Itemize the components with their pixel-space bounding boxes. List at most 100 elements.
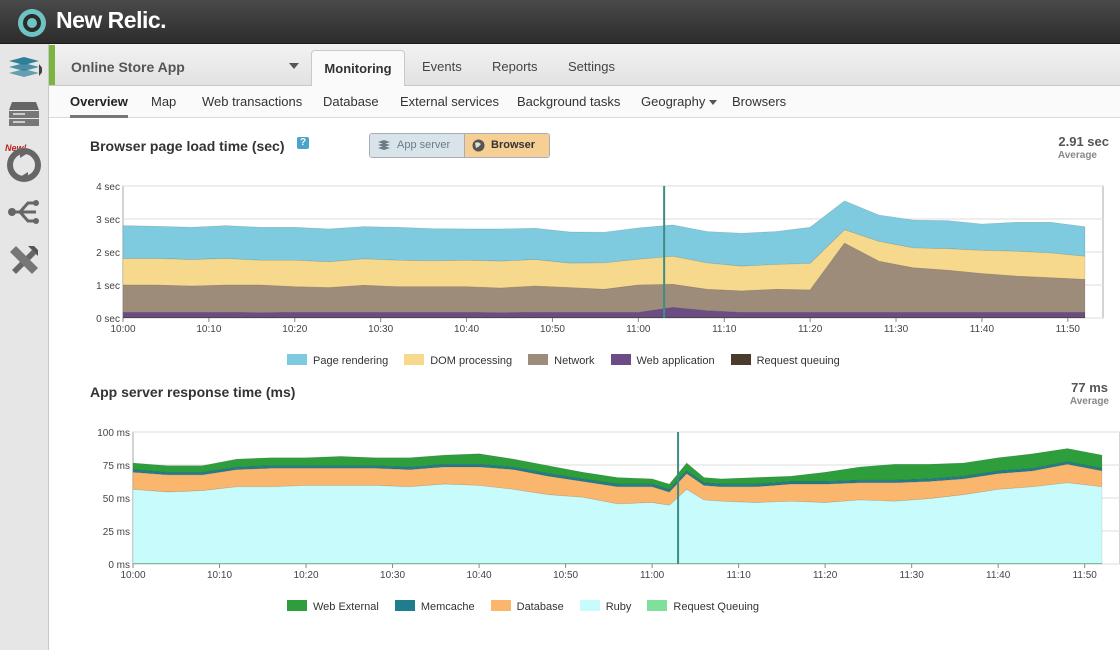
app-y-tick-label: 50 ms <box>103 494 130 505</box>
subtab-database[interactable]: Database <box>323 94 379 109</box>
browser-legend-swatch <box>730 354 751 365</box>
browser-legend-swatch <box>404 354 425 365</box>
browser-x-tick-label: 10:30 <box>368 324 393 335</box>
browser-y-tick-label: 3 sec <box>96 215 120 226</box>
subtab-geography[interactable]: Geography <box>641 94 718 109</box>
app-chart-legend: Web External Memcache Database Ruby Request … <box>287 600 775 613</box>
app-x-tick-label: 11:20 <box>813 570 838 581</box>
subtab-map[interactable]: Map <box>151 94 177 109</box>
subtab-background-tasks[interactable]: Background tasks <box>517 94 621 109</box>
app-x-tick-label: 10:30 <box>380 570 405 581</box>
browser-legend-item[interactable]: Page rendering <box>287 354 388 367</box>
browser-x-tick-label: 10:20 <box>282 324 307 335</box>
browser-x-tick-label: 11:20 <box>798 324 823 335</box>
app-legend-label: Database <box>516 601 564 613</box>
top-bar: New Relic. <box>0 0 1120 44</box>
subtab-external-services[interactable]: External services <box>400 94 499 109</box>
app-legend-swatch <box>490 600 511 611</box>
app-x-tick-label: 10:40 <box>467 570 492 581</box>
browser-label: Browser <box>491 139 536 151</box>
app-bar: Online Store App Monitoring Events Repor… <box>49 44 1120 87</box>
app-y-tick-label: 25 ms <box>103 527 130 538</box>
share-network-icon[interactable] <box>6 194 42 230</box>
browser-legend-swatch <box>528 354 549 365</box>
browser-x-tick-label: 10:50 <box>540 324 565 335</box>
app-legend-label: Ruby <box>605 601 632 613</box>
browser-y-tick-label: 0 sec <box>96 314 120 325</box>
app-legend-label: Request Queuing <box>673 601 760 613</box>
app-y-tick-label: 0 ms <box>108 560 130 571</box>
browser-x-tick-label: 10:10 <box>196 324 221 335</box>
browser-area-request-queuing[interactable] <box>122 317 1086 319</box>
browser-legend-item[interactable]: Request queuing <box>730 354 840 367</box>
browser-legend-label: Page rendering <box>313 355 389 367</box>
help-icon[interactable]: ? <box>297 137 309 149</box>
brand-name[interactable]: New Relic. <box>56 7 167 33</box>
app-x-tick-label: 10:50 <box>553 570 578 581</box>
browser-average-value: 2.91 sec <box>1058 134 1109 149</box>
tab-settings[interactable]: Settings <box>568 59 615 74</box>
browser-x-tick-label: 10:00 <box>110 324 135 335</box>
app-legend-item[interactable]: Database <box>490 600 564 613</box>
browser-toggle-button[interactable]: Browser <box>464 134 549 157</box>
app-legend-item[interactable]: Ruby <box>579 600 632 613</box>
tools-icon[interactable] <box>6 242 42 278</box>
browser-y-tick-label: 4 sec <box>96 182 120 193</box>
chevron-down-icon <box>289 63 299 69</box>
app-legend-item[interactable]: Memcache <box>394 600 475 613</box>
browser-legend-swatch <box>610 354 631 365</box>
app-legend-item[interactable]: Request Queuing <box>647 600 759 613</box>
browser-x-tick-label: 11:10 <box>712 324 737 335</box>
caret-down-icon <box>709 100 718 106</box>
browser-legend-item[interactable]: Network <box>528 354 595 367</box>
sub-navigation: Overview Map Web transactions Database E… <box>49 86 1120 118</box>
subtab-browsers[interactable]: Browsers <box>732 94 787 109</box>
layers-icon <box>378 140 390 150</box>
browser-panel-title: Browser page load time (sec) <box>90 138 285 154</box>
tab-reports[interactable]: Reports <box>492 59 538 74</box>
sync-arrows-icon[interactable] <box>6 147 42 183</box>
app-y-tick-label: 100 ms <box>97 428 130 439</box>
browser-legend-swatch <box>287 354 307 365</box>
app-x-tick-label: 11:00 <box>640 570 665 581</box>
subtab-web-transactions[interactable]: Web transactions <box>202 94 303 109</box>
browser-x-tick-label: 11:40 <box>970 324 995 335</box>
app-name: Online Store App <box>71 59 185 75</box>
app-legend-label: Web External <box>313 601 379 613</box>
app-legend-swatch <box>287 600 307 611</box>
browser-x-tick-label: 11:50 <box>1056 324 1081 335</box>
app-legend-swatch <box>647 600 668 611</box>
browser-legend-item[interactable]: DOM processing <box>404 354 512 367</box>
browser-x-tick-label: 11:30 <box>884 324 909 335</box>
app-x-tick-label: 11:30 <box>900 570 925 581</box>
browser-legend-item[interactable]: Web application <box>610 354 715 367</box>
app-average-label: Average <box>1069 396 1109 407</box>
browser-y-tick-label: 1 sec <box>96 281 120 292</box>
app-legend-swatch <box>394 600 415 611</box>
app-server-toggle-button[interactable]: App server <box>370 134 464 157</box>
app-legend-label: Memcache <box>420 601 475 613</box>
subtab-overview[interactable]: Overview <box>70 94 128 118</box>
app-response-time-chart: 0 ms 25 ms 50 ms 75 ms 100 ms 10:00 10:10 10:20… <box>97 428 1120 581</box>
app-x-tick-label: 11:40 <box>986 570 1011 581</box>
app-server-label: App server <box>397 139 451 151</box>
left-rail: New! <box>0 44 49 650</box>
view-toggle: App server Browser <box>369 133 550 158</box>
app-legend-swatch <box>579 600 600 611</box>
app-legend-item[interactable]: Web External <box>287 600 379 613</box>
browser-y-tick-label: 2 sec <box>96 248 120 259</box>
app-x-tick-label: 11:10 <box>726 570 751 581</box>
app-x-tick-label: 11:50 <box>1073 570 1098 581</box>
app-x-tick-label: 10:20 <box>294 570 319 581</box>
browser-legend-label: DOM processing <box>430 355 513 367</box>
browser-legend-label: Web application <box>636 355 715 367</box>
browser-average-label: Average <box>1057 150 1097 161</box>
layers-icon[interactable] <box>6 52 42 88</box>
servers-icon[interactable] <box>6 96 42 132</box>
app-area-request-queuing[interactable] <box>132 563 1103 565</box>
browser-load-time-chart: 0 sec 1 sec 2 sec 3 sec 4 sec 10:00 10:10 10:20… <box>96 182 1104 335</box>
app-selector[interactable]: Online Store App <box>49 45 307 85</box>
new-relic-logo-icon[interactable] <box>17 8 47 38</box>
tab-events[interactable]: Events <box>422 59 462 74</box>
tab-monitoring[interactable]: Monitoring <box>311 50 405 87</box>
